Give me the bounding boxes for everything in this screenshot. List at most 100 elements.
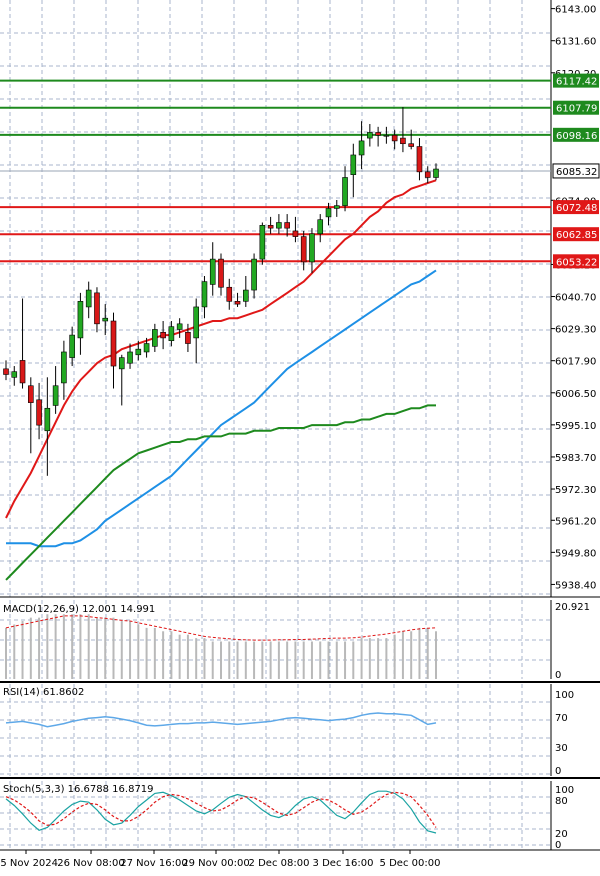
candle-down (284, 222, 290, 229)
candle-down (226, 286, 233, 302)
x-tick-label: 27 Nov 16:00 (120, 858, 187, 869)
price-tick-label: 6131.60 (555, 37, 596, 48)
stoch-tick-label: 100 (555, 785, 574, 796)
candle-up (193, 306, 199, 339)
level-tag (553, 100, 599, 115)
level-tag (553, 227, 599, 242)
candle-up (77, 301, 84, 339)
price-panel: 6143.006131.606120.206074.906052.106040.… (0, 0, 600, 598)
x-tick-label: 5 Dec 00:00 (380, 858, 441, 869)
rsi-tick-label: 0 (555, 766, 561, 777)
macd-tick-label: 20.921 (555, 602, 590, 613)
level-tag (553, 73, 599, 88)
candle-up (135, 348, 142, 356)
level-label: 6098.16 (556, 131, 597, 142)
x-tick-label: 29 Nov 00:00 (182, 858, 249, 869)
candle-up (276, 222, 282, 229)
candle-up (433, 168, 439, 178)
candle-up (69, 334, 75, 358)
candle-up (11, 371, 18, 378)
stoch-d-line (5, 791, 437, 828)
candle-down (408, 143, 414, 147)
candle-down (300, 236, 307, 263)
level-label: 6117.42 (556, 77, 597, 88)
candle-up (209, 258, 216, 285)
price-tick-label: 5961.20 (555, 516, 596, 527)
candle-up (102, 317, 109, 322)
x-tick-label: 3 Dec 16:00 (313, 858, 374, 869)
candle-down (375, 132, 381, 136)
stoch-title: Stoch(5,3,3) 16.6788 16.8719 (3, 784, 154, 795)
candle-up (127, 351, 133, 364)
candle-down (160, 331, 166, 339)
candle-down (292, 230, 299, 237)
x-tick-label: 2 Dec 08:00 (249, 858, 310, 869)
candle-up (333, 205, 340, 209)
rsi-title: RSI(14) 61.8602 (3, 687, 84, 698)
candle-down (94, 292, 100, 325)
macd-panel: 20.921 0 (0, 600, 600, 683)
ma-line-1 (5, 179, 437, 519)
price-tick-label: 6006.50 (555, 389, 596, 400)
level-label: 6072.48 (556, 203, 597, 214)
candle-down (424, 171, 431, 178)
price-tick-label: 6040.70 (555, 293, 596, 304)
level-tag (553, 127, 599, 142)
candle-up (325, 208, 332, 218)
candle-up (342, 177, 348, 206)
price-tick-label: 5983.70 (555, 453, 596, 464)
current-price-tag (552, 163, 600, 179)
candle-up (358, 140, 365, 156)
level-label: 6053.22 (556, 257, 597, 268)
candle-down (19, 360, 26, 384)
candle-up (143, 343, 150, 353)
rsi-tick-label: 30 (555, 743, 568, 754)
stoch-tick-label: 20 (555, 829, 568, 840)
price-tick-label: 6143.00 (555, 5, 596, 16)
rsi-panel: 100 70 30 0 (0, 684, 600, 779)
level-label: 6062.85 (556, 230, 597, 241)
candle-up (259, 225, 266, 260)
candle-up (350, 154, 357, 175)
macd-signal-line (5, 615, 437, 641)
candle-down (416, 146, 423, 173)
candle-down (391, 134, 398, 142)
ma-line-2 (6, 269, 437, 548)
candle-up (152, 329, 158, 347)
candle-down (3, 368, 9, 375)
candle-up (317, 219, 324, 235)
candle-up (251, 258, 257, 291)
candle-down (218, 258, 224, 288)
ma-line-3 (5, 404, 436, 581)
stoch-tick-label: 80 (555, 796, 568, 807)
stoch-k-line (5, 790, 437, 834)
rsi-tick-label: 70 (555, 713, 568, 724)
candle-up (168, 326, 175, 342)
rsi-line (5, 712, 437, 728)
candle-down (36, 399, 42, 426)
x-tick-label: 26 Nov 08:00 (57, 858, 124, 869)
candle-down (28, 385, 34, 403)
candle-down (400, 137, 406, 145)
price-tick-label: 6029.30 (555, 325, 596, 336)
candle-down (185, 331, 191, 344)
candle-up (243, 289, 249, 302)
x-tick-label: 25 Nov 2024 (0, 858, 58, 869)
level-tag (553, 254, 599, 269)
candle-up (85, 289, 92, 308)
candle-down (234, 301, 241, 305)
candle-up (201, 281, 208, 308)
candle-up (367, 132, 373, 139)
macd-title: MACD(12,26,9) 12.001 14.991 (3, 604, 155, 615)
candle-up (61, 351, 67, 384)
level-label: 6107.79 (556, 104, 597, 115)
macd-tick-label: 0 (555, 670, 561, 681)
price-tick-label: 5949.80 (555, 548, 596, 559)
rsi-tick-label: 100 (555, 690, 574, 701)
candle-up (309, 233, 315, 263)
stoch-tick-label: 0 (555, 840, 561, 851)
candle-up (52, 385, 59, 406)
